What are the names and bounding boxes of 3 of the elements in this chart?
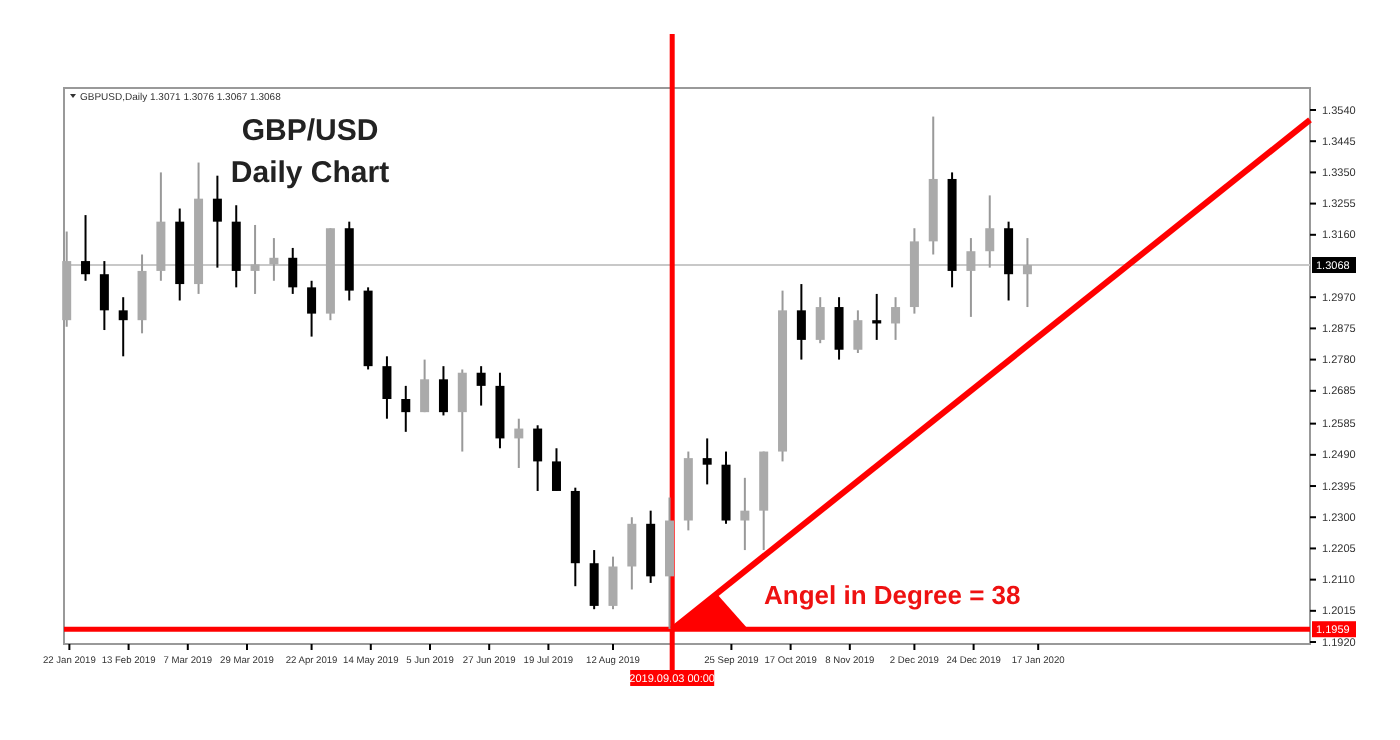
text: Daily Chart (230, 156, 390, 190)
text: GBP/USD (241, 114, 379, 148)
annotation: Angel in Degree = 38 (764, 580, 1021, 610)
